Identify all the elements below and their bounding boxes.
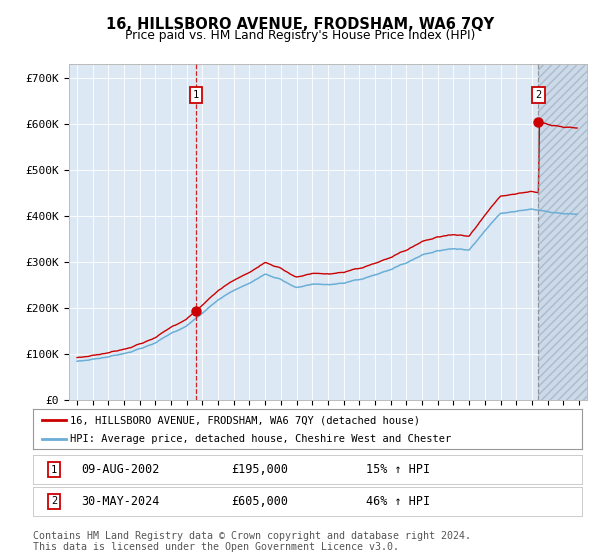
- Text: HPI: Average price, detached house, Cheshire West and Chester: HPI: Average price, detached house, Ches…: [70, 433, 451, 444]
- Text: Contains HM Land Registry data © Crown copyright and database right 2024.
This d: Contains HM Land Registry data © Crown c…: [33, 531, 471, 553]
- Text: £605,000: £605,000: [231, 495, 288, 508]
- Text: £195,000: £195,000: [231, 463, 288, 476]
- Text: 09-AUG-2002: 09-AUG-2002: [81, 463, 160, 476]
- Text: Price paid vs. HM Land Registry's House Price Index (HPI): Price paid vs. HM Land Registry's House …: [125, 29, 475, 42]
- Text: 2: 2: [51, 497, 57, 506]
- Text: 30-MAY-2024: 30-MAY-2024: [81, 495, 160, 508]
- Text: 1: 1: [193, 90, 199, 100]
- Text: 16, HILLSBORO AVENUE, FRODSHAM, WA6 7QY: 16, HILLSBORO AVENUE, FRODSHAM, WA6 7QY: [106, 17, 494, 32]
- Text: 16, HILLSBORO AVENUE, FRODSHAM, WA6 7QY (detached house): 16, HILLSBORO AVENUE, FRODSHAM, WA6 7QY …: [70, 415, 420, 425]
- Text: 15% ↑ HPI: 15% ↑ HPI: [366, 463, 430, 476]
- Text: 1: 1: [51, 465, 57, 474]
- Text: 46% ↑ HPI: 46% ↑ HPI: [366, 495, 430, 508]
- Text: 2: 2: [535, 90, 542, 100]
- Bar: [538, 64, 600, 400]
